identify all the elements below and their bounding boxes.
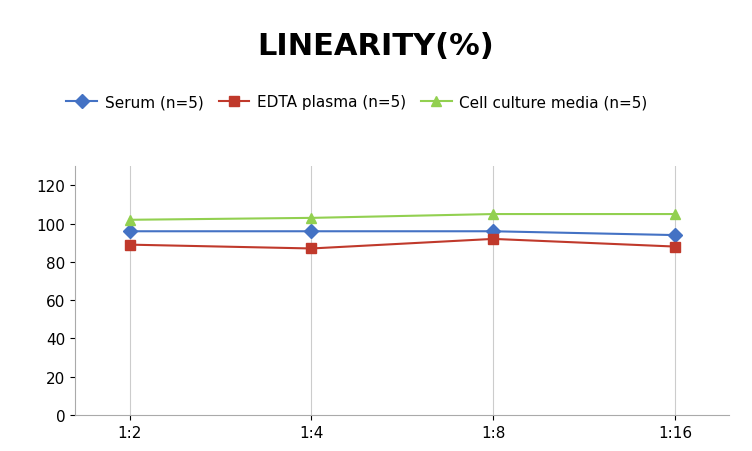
EDTA plasma (n=5) — [671, 244, 680, 250]
EDTA plasma (n=5) — [307, 246, 316, 252]
Serum (n=5) — [307, 229, 316, 235]
EDTA plasma (n=5) — [125, 242, 134, 248]
Cell culture media (n=5) — [489, 212, 498, 217]
Text: LINEARITY(%): LINEARITY(%) — [258, 32, 494, 60]
EDTA plasma (n=5) — [489, 237, 498, 242]
Line: EDTA plasma (n=5): EDTA plasma (n=5) — [125, 235, 680, 254]
Cell culture media (n=5) — [125, 217, 134, 223]
Serum (n=5) — [125, 229, 134, 235]
Cell culture media (n=5) — [307, 216, 316, 221]
Line: Cell culture media (n=5): Cell culture media (n=5) — [125, 210, 680, 225]
Cell culture media (n=5) — [671, 212, 680, 217]
Legend: Serum (n=5), EDTA plasma (n=5), Cell culture media (n=5): Serum (n=5), EDTA plasma (n=5), Cell cul… — [60, 89, 653, 116]
Serum (n=5) — [489, 229, 498, 235]
Serum (n=5) — [671, 233, 680, 238]
Line: Serum (n=5): Serum (n=5) — [125, 227, 680, 240]
